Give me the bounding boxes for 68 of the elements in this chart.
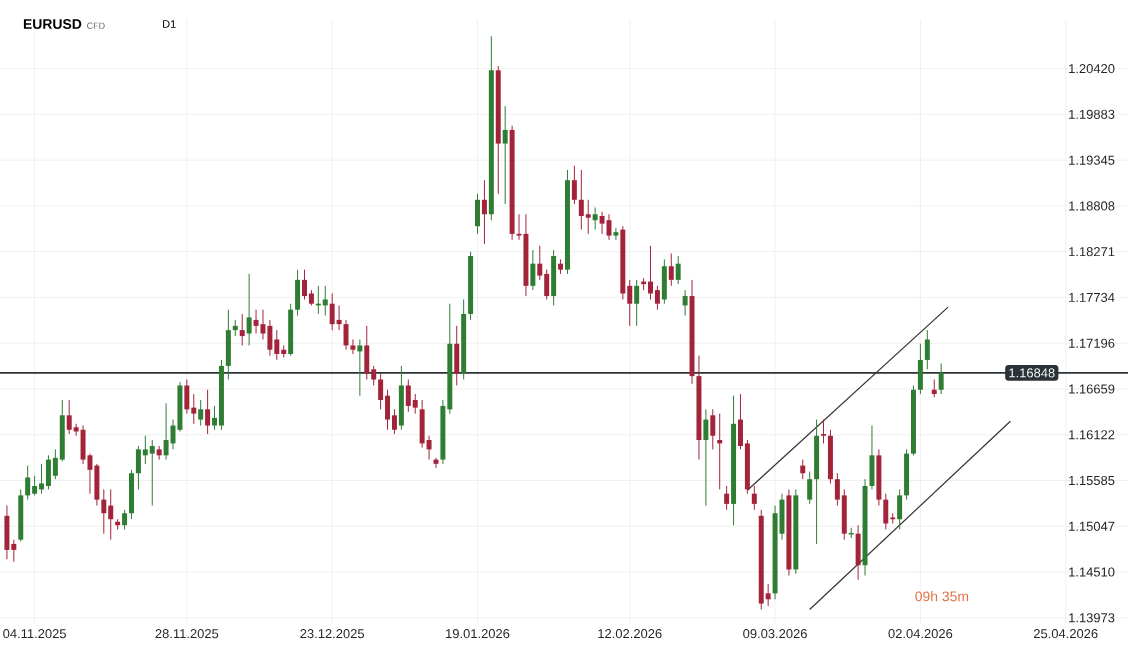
candlestick [295,269,301,317]
candlestick [32,475,38,496]
candlestick [710,408,716,450]
candlestick [433,457,439,469]
candlestick [475,193,480,235]
candlestick [724,485,730,511]
candlestick [329,292,335,331]
candlestick [634,279,640,327]
candlestick [163,402,169,461]
candlestick [253,309,259,335]
candlestick [239,313,245,346]
candlestick [122,509,128,530]
candlestick [606,213,612,241]
candlestick [682,289,688,317]
candlestick [149,439,155,507]
candlestick [613,227,619,241]
candlestick [924,329,930,370]
candlestick [398,365,404,431]
candlestick [551,249,557,306]
candlestick [544,269,550,300]
candlestick [751,485,757,511]
candlestick [855,524,861,581]
candlestick [599,211,605,235]
candlestick [821,419,827,444]
candlestick [585,199,591,235]
candlestick [502,105,508,205]
candlestick [661,258,667,305]
candlestick [897,488,903,530]
candlestick [205,389,211,435]
candlestick [530,249,536,291]
candlestick [938,362,944,395]
candlestick [454,325,460,386]
candlestick [39,463,45,495]
candlestick [225,309,231,381]
candlestick [343,319,349,351]
candlestick [364,325,370,381]
candlestick [703,408,709,507]
candlestick [108,488,114,541]
candlestick [302,269,307,300]
candlestick [571,165,577,205]
candlestick [904,448,910,501]
candlestick [45,454,51,490]
candlestick [66,399,72,435]
candlestick [648,245,653,300]
candlestick [288,303,294,357]
candlestick [357,338,363,397]
candlestick [322,285,328,317]
candlestick [135,445,141,490]
candlestick [814,419,820,545]
candlestick [405,379,411,413]
candlestick [184,379,190,415]
candlestick [592,206,598,231]
candlestick [198,399,204,427]
candlestick [917,343,923,395]
candlestick [246,273,252,346]
candlestick [25,465,31,501]
candlestick [18,488,24,542]
candlestick [128,469,134,520]
candlestick [807,471,813,505]
candlestick [142,435,148,465]
candlestick [654,285,660,311]
candlestick [800,459,806,480]
candlestick [675,255,681,285]
candlestick [578,169,584,231]
candlestick [4,505,10,560]
candlestick [668,252,674,287]
candlestick [827,429,833,484]
candlestick [481,179,487,245]
